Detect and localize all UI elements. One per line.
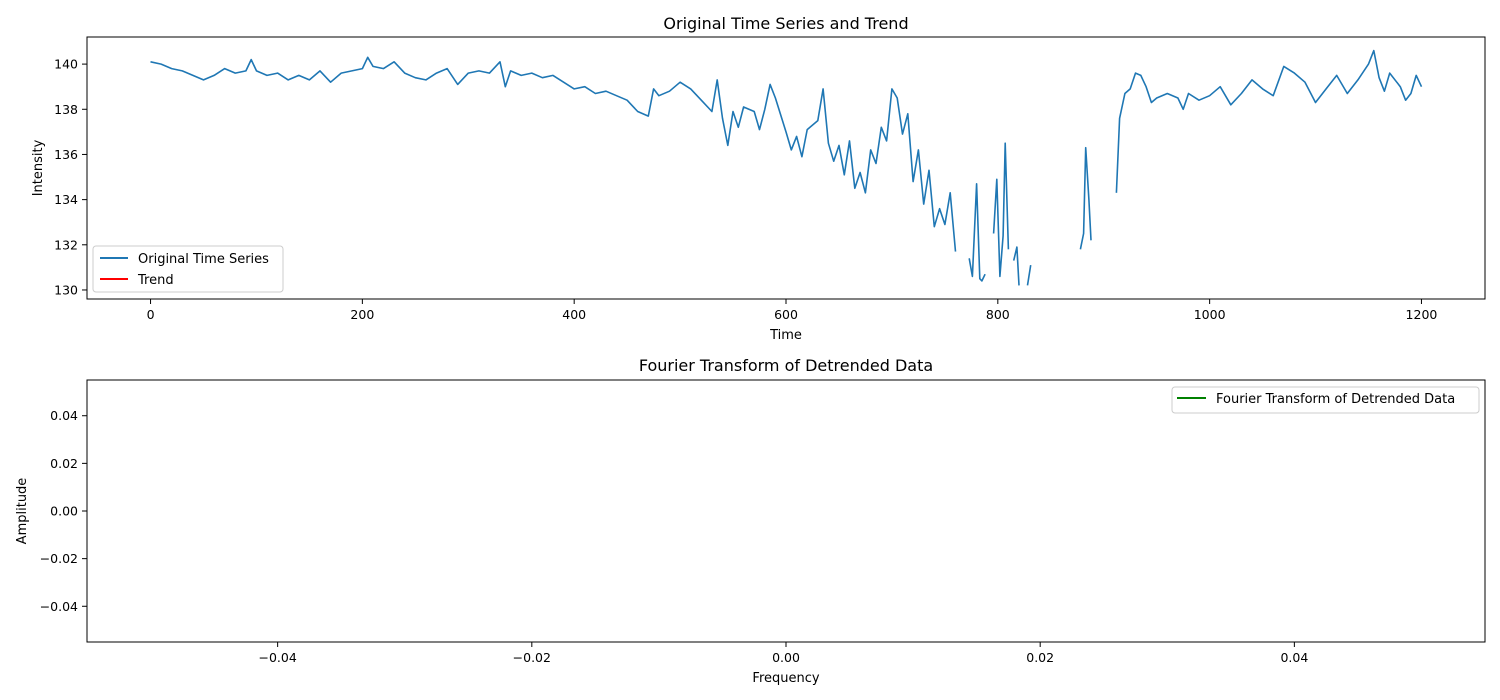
legend-label-trend: Trend — [137, 273, 174, 288]
x-tick-label: 1200 — [1406, 307, 1438, 322]
x-tick-label: 800 — [986, 307, 1010, 322]
legend-box — [92, 245, 284, 293]
x-tick-label: −0.04 — [258, 650, 296, 665]
x-tick-label: 600 — [774, 307, 798, 322]
time-series-chart: Original Time Series and Trend 0 200 400 60… — [31, 14, 1486, 343]
axes-frame — [86, 379, 1486, 643]
chart-title: Original Time Series and Trend — [663, 14, 908, 33]
series-line-segment — [992, 142, 1010, 278]
x-tick-label: 400 — [562, 307, 586, 322]
x-tick-label: −0.02 — [513, 650, 551, 665]
y-tick-label: 0.02 — [50, 456, 78, 471]
y-tick-label: 0.00 — [50, 504, 78, 519]
series-line-segment — [1115, 49, 1423, 193]
series-line-segment — [1079, 146, 1092, 250]
legend: Original Time Series Trend — [92, 245, 284, 293]
x-tick-label: 1000 — [1194, 307, 1226, 322]
legend-label-original: Original Time Series — [138, 252, 269, 267]
y-axis-label: Amplitude — [15, 478, 30, 545]
y-tick-label: −0.04 — [40, 599, 78, 614]
x-tick-label: 200 — [350, 307, 374, 322]
x-axis-ticks: 0 200 400 600 800 1000 1200 — [147, 299, 1438, 322]
x-axis-label: Time — [769, 328, 802, 343]
y-tick-label: 136 — [54, 147, 78, 162]
y-axis-ticks: 130 132 134 136 138 140 — [54, 57, 87, 297]
y-tick-label: 140 — [54, 57, 78, 72]
y-tick-label: 134 — [54, 192, 78, 207]
chart-title: Fourier Transform of Detrended Data — [639, 356, 933, 375]
x-tick-label: 0.02 — [1026, 650, 1054, 665]
x-tick-label: 0 — [147, 307, 155, 322]
series-line-segment — [150, 56, 957, 252]
y-axis-label: Intensity — [31, 139, 46, 196]
x-tick-label: 0.00 — [772, 650, 800, 665]
y-axis-ticks: 0.04 0.02 0.00 −0.02 −0.04 — [40, 408, 87, 614]
legend-box — [1171, 386, 1480, 414]
series-line-segment — [1012, 246, 1020, 286]
x-tick-label: 0.04 — [1280, 650, 1308, 665]
legend-label-fourier: Fourier Transform of Detrended Data — [1216, 392, 1455, 407]
y-tick-label: 130 — [54, 282, 78, 297]
y-tick-label: 132 — [54, 237, 78, 252]
series-line-segment — [1026, 264, 1032, 286]
x-axis-label: Frequency — [752, 671, 819, 686]
legend: Fourier Transform of Detrended Data — [1171, 386, 1480, 414]
y-tick-label: 138 — [54, 102, 78, 117]
series-line-segment — [968, 183, 986, 282]
x-axis-ticks: −0.04 −0.02 0.00 0.02 0.04 — [258, 642, 1308, 665]
y-tick-label: −0.02 — [40, 551, 78, 566]
plot-area — [150, 49, 1423, 286]
y-tick-label: 0.04 — [50, 408, 78, 423]
fourier-chart: Fourier Transform of Detrended Data −0.0… — [15, 356, 1486, 686]
